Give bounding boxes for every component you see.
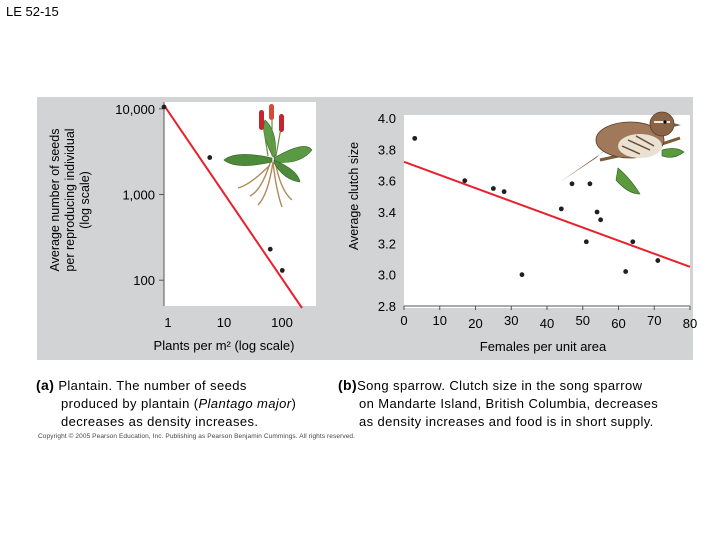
- chart-b-y-tick-label: 4.0: [378, 111, 396, 126]
- chart-b-x-tick-label: 20: [468, 316, 482, 331]
- copyright-notice: Copyright © 2005 Pearson Education, Inc.…: [38, 433, 356, 440]
- plantain-illustration: [223, 104, 313, 208]
- caption-a: (a) Plantain. The number of seeds produc…: [36, 376, 296, 431]
- chart-b-x-tick-label: 0: [400, 313, 407, 328]
- chart-b-x-tick-label: 10: [433, 313, 447, 328]
- chart-a-x-tick-label: 100: [271, 315, 293, 330]
- chart-b-x-axis-label: Females per unit area: [480, 339, 607, 354]
- slide-title: LE 52-15: [6, 4, 59, 19]
- caption-a-species: Plantago major: [198, 396, 292, 411]
- chart-a-y-axis-label: Average number of seeds: [48, 129, 62, 272]
- chart-a-x-axis-label: Plants per m² (log scale): [154, 338, 295, 353]
- chart-a-data-point: [279, 268, 285, 273]
- caption-b: (b)Song sparrow. Clutch size in the song…: [338, 376, 658, 431]
- chart-b-x-tick-label: 40: [540, 316, 554, 331]
- chart-b-data-point: [412, 135, 418, 141]
- chart-b-y-axis-label: Average clutch size: [347, 142, 361, 250]
- chart-a-y-tick-label: 100: [133, 273, 155, 288]
- chart-b-data-point: [655, 258, 661, 263]
- caption-a-line2-post: ): [291, 396, 297, 411]
- caption-a-line3: decreases as density increases.: [61, 414, 259, 429]
- chart-b-x-tick-label: 60: [611, 316, 625, 331]
- chart-b-y-tick-label: 3.8: [378, 142, 396, 157]
- chart-a-data-point: [267, 246, 273, 252]
- song-sparrow-illustration: [560, 111, 685, 195]
- chart-b-data-point: [501, 189, 507, 195]
- chart-b-data-point: [569, 181, 575, 187]
- chart-b-data-point: [587, 181, 593, 187]
- chart-b-trendline: [403, 160, 691, 268]
- caption-b-line3: as density increases and food is in shor…: [359, 414, 654, 429]
- chart-b-y-tick-label: 2.8: [378, 299, 396, 314]
- chart-b-x-tick-label: 30: [504, 313, 518, 328]
- chart-b-y-tick-label: 3.0: [378, 268, 396, 283]
- chart-b-y-tick-label: 3.4: [378, 205, 396, 220]
- chart-a-data-point: [161, 104, 167, 110]
- chart-b-x-tick-label: 50: [576, 313, 590, 328]
- chart-b-data-point: [598, 217, 604, 223]
- caption-a-line1: Plantain. The number of seeds: [58, 378, 247, 393]
- chart-b-data-point: [630, 239, 636, 245]
- chart-a-x-tick-label: 1: [164, 315, 171, 330]
- caption-b-line2: on Mandarte Island, British Columbia, de…: [359, 396, 659, 411]
- chart-b-data-point: [490, 186, 496, 191]
- chart-a: 100 1,000 10,000 1 10 100 Plants per m² (log s…: [48, 102, 303, 353]
- chart-b-data-point: [583, 239, 589, 245]
- chart-b-x-tick-label: 70: [647, 313, 661, 328]
- chart-b-y-tick-label: 3.6: [378, 174, 396, 189]
- chart-b-y-tick-label: 3.2: [378, 236, 396, 251]
- chart-a-trendline: [163, 104, 303, 309]
- caption-b-line1: Song sparrow. Clutch size in the song sp…: [357, 378, 643, 393]
- chart-a-y-tick-label: 1,000: [122, 187, 155, 202]
- chart-b-data-point: [558, 206, 564, 212]
- chart-b-x-tick-label: 80: [683, 316, 697, 331]
- chart-b-data-point: [594, 209, 600, 215]
- chart-b-data-point: [462, 178, 468, 184]
- chart-b-data-point: [519, 272, 525, 278]
- chart-a-plot-area: [164, 102, 316, 306]
- chart-a-y-axis-label: (log scale): [78, 171, 92, 229]
- caption-a-line2-pre: produced by plantain (: [61, 396, 199, 411]
- caption-b-label: (b): [338, 377, 358, 393]
- chart-a-x-tick-label: 10: [217, 315, 231, 330]
- chart-a-y-axis-label: per reproducing individual: [63, 128, 77, 271]
- chart-a-data-point: [207, 155, 213, 160]
- chart-a-y-tick-label: 10,000: [115, 102, 155, 117]
- chart-b-data-point: [623, 269, 629, 274]
- chart-b: 2.8 3.0 3.2 3.4 3.6 3.8 4.0 0 10 20 30 40 50 60 70 80 Fe…: [347, 111, 697, 354]
- caption-a-label: (a): [36, 377, 55, 393]
